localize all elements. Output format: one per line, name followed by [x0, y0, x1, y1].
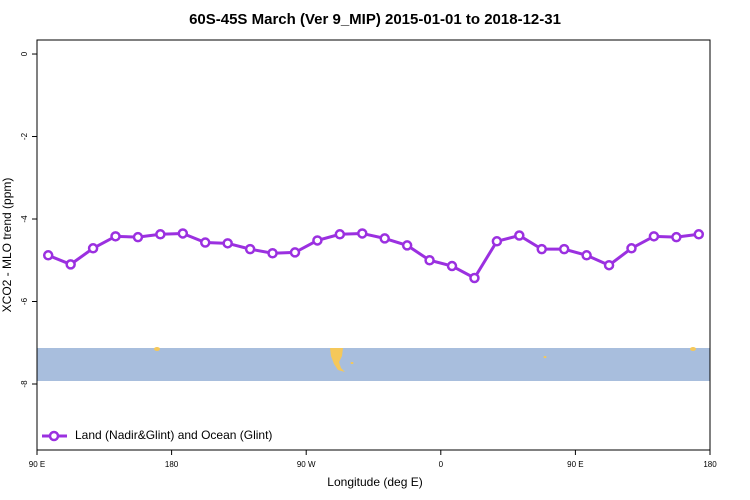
data-point — [558, 243, 570, 255]
data-point — [693, 229, 705, 240]
x-tick-label: 90 W — [297, 460, 316, 469]
y-axis-label: XCO2 - MLO trend (ppm) — [0, 178, 14, 313]
data-point — [334, 229, 346, 240]
y-tick-label: -4 — [20, 215, 29, 223]
data-point — [469, 272, 480, 284]
chart-title: 60S-45S March (Ver 9_MIP) 2015-01-01 to … — [189, 11, 561, 28]
data-point — [289, 247, 301, 258]
data-point — [65, 259, 76, 270]
y-tick-label: -6 — [20, 297, 29, 305]
data-point — [446, 260, 458, 272]
data-point — [87, 243, 99, 254]
data-point — [424, 255, 435, 266]
legend-marker — [48, 430, 60, 442]
data-point — [42, 250, 54, 261]
x-axis-label: Longitude (deg E) — [327, 475, 422, 489]
y-tick-label: -8 — [20, 380, 29, 388]
data-point — [200, 237, 211, 248]
data-point — [491, 236, 503, 247]
y-tick-label: -2 — [20, 132, 29, 140]
x-tick-label: 90 E — [29, 460, 45, 469]
legend-label: Land (Nadir&Glint) and Ocean (Glint) — [75, 428, 272, 442]
data-point — [110, 231, 121, 242]
data-point — [581, 250, 592, 261]
data-point — [222, 238, 233, 249]
x-tick-label: 180 — [703, 460, 717, 469]
land-map-strip — [37, 348, 710, 381]
data-point — [312, 235, 323, 246]
data-point — [177, 228, 189, 239]
x-tick-label: 180 — [165, 460, 179, 469]
data-point — [514, 230, 525, 241]
data-point — [379, 233, 390, 244]
data-point — [603, 259, 615, 271]
data-point — [401, 240, 413, 251]
data-point — [648, 231, 660, 242]
x-tick-label: 0 — [439, 460, 444, 469]
y-tick-label: 0 — [20, 51, 29, 56]
plot-frame — [36, 39, 711, 451]
data-point — [671, 231, 682, 243]
data-point — [536, 243, 547, 255]
data-point — [267, 247, 278, 259]
data-point — [626, 243, 637, 254]
data-point — [357, 228, 368, 239]
data-point — [155, 229, 166, 240]
land-shapes — [154, 347, 696, 372]
series-line — [47, 231, 699, 280]
data-point — [132, 231, 144, 243]
data-point — [244, 243, 256, 255]
x-tick-label: 90 E — [567, 460, 583, 469]
